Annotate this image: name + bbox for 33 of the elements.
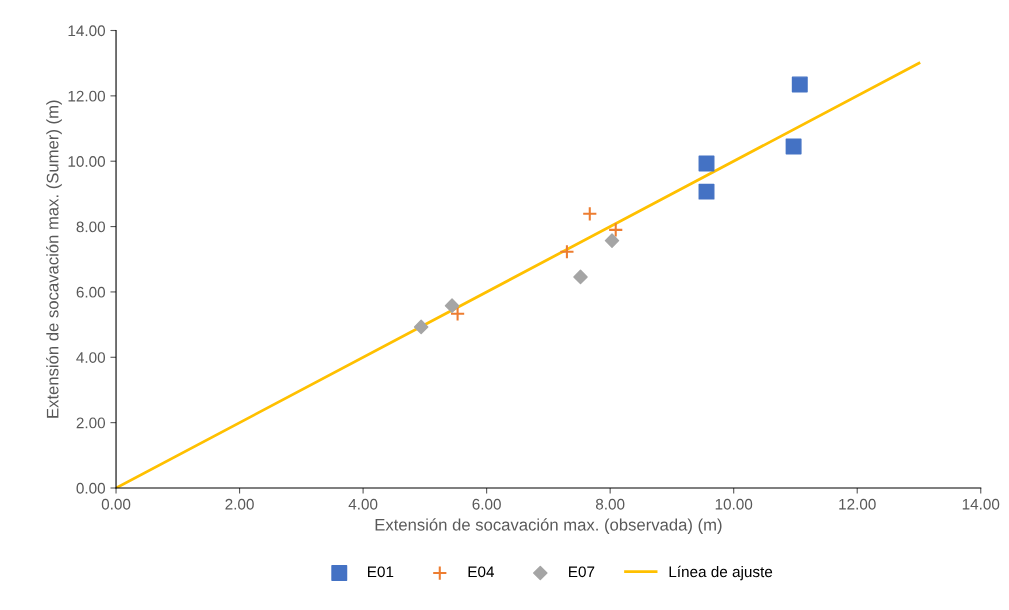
x-tick-label: 2.00 [225,498,254,510]
x-tick-label: 10.00 [715,498,753,510]
point [413,319,429,335]
y-tick-label: 14.00 [68,25,106,37]
y-axis-title: Extensión de socavación max. (Sumer) (m) [46,100,62,418]
point [608,222,624,238]
y-tick-label: 10.00 [68,156,106,167]
y-tick-label: 0.00 [76,482,106,494]
legend-label: E07 [569,566,595,578]
x-tick-label: 12.00 [839,498,876,510]
point [559,244,575,260]
legend-label: E04 [468,566,495,578]
legend-label: E01 [368,566,394,578]
point [449,306,466,322]
x-tick-label: 14.00 [962,498,1000,510]
point [785,138,802,155]
x-tick-label: 6.00 [472,498,501,510]
y-tick-label: 2.00 [76,417,106,429]
y-tick-label: 12.00 [68,90,106,102]
point [698,183,715,200]
point [573,269,588,285]
x-tick-label: 0.00 [101,498,131,510]
y-tick-label: 6.00 [76,286,106,298]
legend-label: Línea de ajuste [669,565,773,581]
point [444,298,460,313]
point [791,76,808,93]
y-tick-label: 8.00 [76,221,106,233]
x-tick-label: 8.00 [595,498,625,510]
x-tick-label: 4.00 [348,498,378,510]
y-tick-label: 4.00 [76,352,106,363]
x-axis-title: Extensión de socavación max. (observada) (m) [375,518,722,534]
point [604,233,620,248]
point [582,206,598,222]
